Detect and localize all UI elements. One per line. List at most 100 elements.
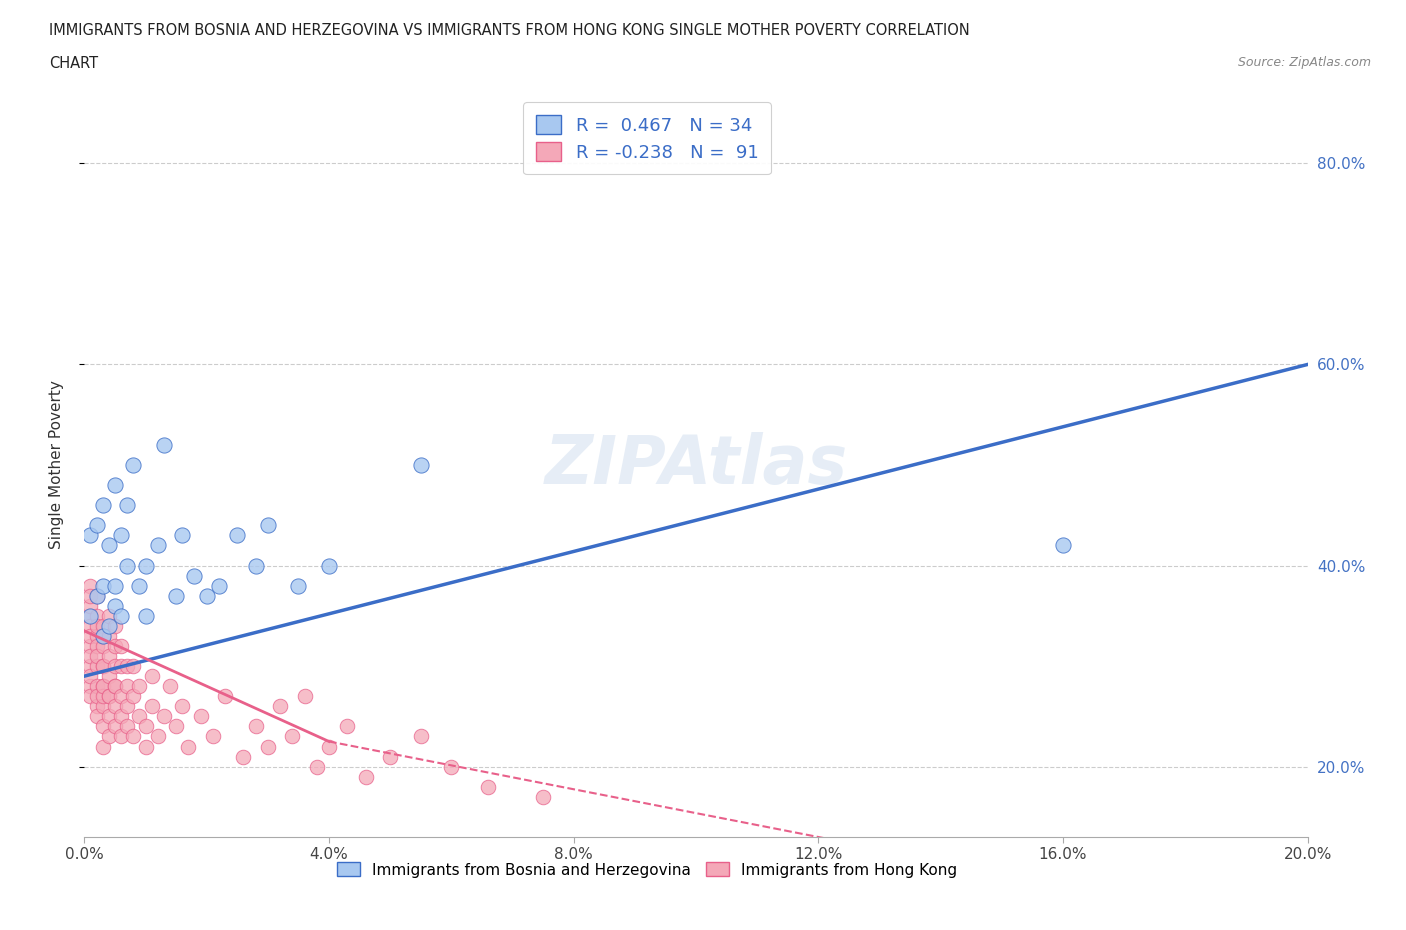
Point [104, 478, 127, 493]
Point [97, 689, 120, 704]
Point [91, 719, 114, 734]
Point [141, 669, 163, 684]
Point [104, 719, 127, 734]
Point [281, 729, 304, 744]
Point [79, 528, 101, 543]
Point [269, 698, 291, 713]
Point [172, 528, 194, 543]
Text: CHART: CHART [49, 56, 98, 71]
Point [91, 629, 114, 644]
Point [172, 698, 194, 713]
Point [440, 759, 463, 774]
Point [86, 639, 108, 654]
Point [122, 689, 145, 704]
Point [115, 558, 138, 573]
Point [153, 709, 176, 724]
Legend: Immigrants from Bosnia and Herzegovina, Immigrants from Hong Kong: Immigrants from Bosnia and Herzegovina, … [329, 855, 965, 885]
Point [214, 689, 236, 704]
Point [104, 679, 127, 694]
Point [122, 458, 145, 472]
Point [97, 629, 120, 644]
Point [91, 739, 114, 754]
Point [135, 558, 157, 573]
Point [79, 608, 101, 623]
Point [146, 729, 169, 744]
Point [104, 639, 127, 654]
Point [91, 618, 114, 633]
Point [86, 658, 108, 673]
Point [91, 698, 114, 713]
Point [122, 729, 145, 744]
Point [97, 729, 120, 744]
Point [104, 598, 127, 613]
Text: IMMIGRANTS FROM BOSNIA AND HERZEGOVINA VS IMMIGRANTS FROM HONG KONG SINGLE MOTHE: IMMIGRANTS FROM BOSNIA AND HERZEGOVINA V… [49, 23, 970, 38]
Point [97, 608, 120, 623]
Point [135, 719, 157, 734]
Point [1052, 538, 1074, 552]
Point [86, 648, 108, 663]
Point [177, 739, 200, 754]
Point [79, 669, 101, 684]
Point [91, 498, 114, 512]
Point [97, 538, 120, 552]
Point [183, 568, 205, 583]
Point [86, 689, 108, 704]
Point [91, 679, 114, 694]
Point [226, 528, 249, 543]
Point [135, 608, 157, 623]
Point [97, 709, 120, 724]
Point [531, 790, 554, 804]
Point [86, 589, 108, 604]
Point [79, 689, 101, 704]
Point [159, 679, 181, 694]
Point [86, 618, 108, 633]
Point [110, 709, 132, 724]
Point [86, 709, 108, 724]
Point [104, 679, 127, 694]
Point [122, 658, 145, 673]
Point [195, 589, 218, 604]
Point [110, 689, 132, 704]
Point [86, 589, 108, 604]
Point [287, 578, 309, 593]
Point [86, 518, 108, 533]
Point [97, 648, 120, 663]
Point [294, 689, 316, 704]
Point [86, 698, 108, 713]
Point [336, 719, 359, 734]
Point [91, 629, 114, 644]
Point [245, 558, 267, 573]
Point [97, 689, 120, 704]
Point [165, 719, 187, 734]
Point [245, 719, 267, 734]
Point [257, 739, 280, 754]
Point [232, 750, 254, 764]
Point [165, 589, 187, 604]
Point [104, 698, 127, 713]
Point [110, 639, 132, 654]
Point [86, 629, 108, 644]
Point [91, 578, 114, 593]
Point [409, 458, 432, 472]
Point [135, 739, 157, 754]
Text: Source: ZipAtlas.com: Source: ZipAtlas.com [1237, 56, 1371, 69]
Point [79, 629, 101, 644]
Point [79, 658, 101, 673]
Point [79, 679, 101, 694]
Point [190, 709, 212, 724]
Point [128, 679, 150, 694]
Point [79, 639, 101, 654]
Point [91, 658, 114, 673]
Point [91, 658, 114, 673]
Point [380, 750, 402, 764]
Point [409, 729, 432, 744]
Point [318, 558, 340, 573]
Point [97, 669, 120, 684]
Point [79, 608, 101, 623]
Text: ZIPAtlas: ZIPAtlas [544, 432, 848, 498]
Point [318, 739, 340, 754]
Point [91, 639, 114, 654]
Point [79, 598, 101, 613]
Point [104, 658, 127, 673]
Point [477, 779, 499, 794]
